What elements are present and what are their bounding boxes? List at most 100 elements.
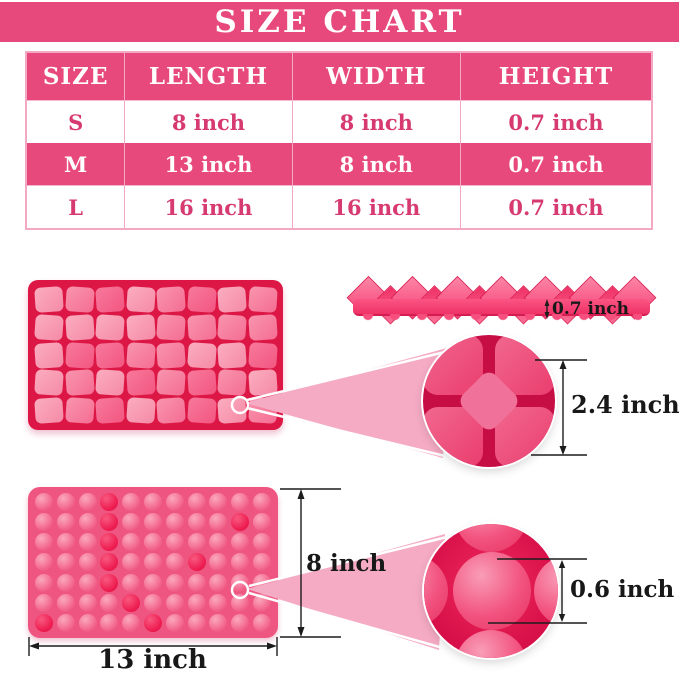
size-table: SIZE LENGTH WIDTH HEIGHT S 8 inch 8 inch… [25, 51, 653, 230]
cavity-size-label: 2.4 inch [571, 390, 679, 419]
mat-bump [143, 553, 162, 572]
mat-bump [78, 593, 97, 612]
mold-square [34, 341, 64, 369]
mat-bump [56, 493, 75, 512]
mold-square [217, 397, 247, 424]
cell-size: S [68, 109, 84, 135]
mold-square [217, 286, 247, 313]
mat-bump [78, 493, 97, 512]
mat-bump [143, 493, 162, 512]
mat-bump [209, 593, 228, 612]
mold-side-view-image [346, 258, 657, 325]
header-cell-size: SIZE [42, 63, 109, 90]
mat-bump [231, 533, 250, 552]
cell-height: 0.7 inch [460, 101, 651, 143]
mat-bump [187, 533, 206, 552]
mat-bump [209, 513, 228, 532]
mat-bump [209, 493, 228, 512]
mat-bump [34, 513, 53, 532]
mat-bump [209, 533, 228, 552]
mat-bump [122, 593, 141, 612]
table-row-l: L 16 inch 16 inch 0.7 inch [27, 185, 651, 228]
table-row-s: S 8 inch 8 inch 0.7 inch [27, 100, 651, 143]
mat-bump [231, 593, 250, 612]
mold-square [156, 397, 186, 424]
side-view-feet [361, 314, 642, 321]
mold-square [64, 313, 94, 341]
mat-bump [231, 613, 250, 632]
mat-bump [143, 593, 162, 612]
mold-square [156, 369, 186, 397]
mat-bump [165, 573, 184, 592]
mat-bump [34, 613, 53, 632]
cell-size: M [64, 151, 88, 177]
mat-bump [56, 593, 75, 612]
cell-width: 8 inch [291, 101, 460, 143]
mat-bump [187, 513, 206, 532]
side-height-label: 0.7 inch [552, 299, 630, 319]
mat-bump [253, 573, 272, 592]
mat-height-label: 8 inch [306, 550, 387, 577]
mold-square [64, 397, 94, 424]
cell-width: 16 inch [291, 186, 460, 228]
mold-square [186, 369, 216, 397]
mold-square [186, 341, 216, 369]
mat-bump [143, 533, 162, 552]
mat-bump [122, 573, 141, 592]
mat-bump [209, 553, 228, 572]
zoom-circle-square-cavity [423, 335, 555, 467]
mold-square [186, 313, 216, 341]
mold-square [95, 341, 125, 369]
cell-height: 0.7 inch [460, 143, 651, 185]
header-cell-width: WIDTH [291, 53, 460, 100]
mat-bump [122, 533, 141, 552]
mat-bump [209, 573, 228, 592]
mold-square [125, 397, 155, 424]
mat-bump [56, 533, 75, 552]
mold-square [156, 286, 186, 313]
cell-length: 16 inch [124, 186, 291, 228]
header-cell-height: HEIGHT [460, 53, 651, 100]
mat-bump [78, 573, 97, 592]
mat-bump [253, 593, 272, 612]
mat-bump [56, 573, 75, 592]
mold-square [125, 313, 155, 341]
mat-bump [78, 533, 97, 552]
mat-bump [56, 613, 75, 632]
mold-square [217, 341, 247, 369]
mat-bump [231, 573, 250, 592]
mat-bump [34, 573, 53, 592]
mat-bump [187, 573, 206, 592]
mold-square [186, 397, 216, 424]
mold-square [95, 286, 125, 313]
mold-square [125, 369, 155, 397]
mat-bump [231, 553, 250, 572]
mat-bump [100, 593, 119, 612]
mold-square [156, 313, 186, 341]
mold-square [95, 369, 125, 397]
bump-mat-image [28, 487, 278, 638]
square-cavity-mold-image [28, 280, 283, 430]
title-bar: SIZE CHART [0, 2, 679, 42]
mold-square [217, 313, 247, 341]
cell-length: 13 inch [124, 143, 291, 185]
mat-bump [100, 573, 119, 592]
page-title: SIZE CHART [214, 4, 465, 40]
mold-square [95, 397, 125, 424]
mat-bump [78, 613, 97, 632]
mat-bump [78, 553, 97, 572]
mat-bump [165, 533, 184, 552]
mat-bump [165, 493, 184, 512]
mat-bump [100, 553, 119, 572]
mold-square [186, 286, 216, 313]
mat-bump [253, 533, 272, 552]
bump-size-label: 0.6 inch [570, 576, 675, 603]
mold-square [64, 286, 94, 313]
mat-bump [253, 493, 272, 512]
mat-bump [34, 493, 53, 512]
mold-square [34, 313, 64, 341]
mat-bump [165, 553, 184, 572]
mat-bump [187, 493, 206, 512]
mold-square [125, 286, 155, 313]
